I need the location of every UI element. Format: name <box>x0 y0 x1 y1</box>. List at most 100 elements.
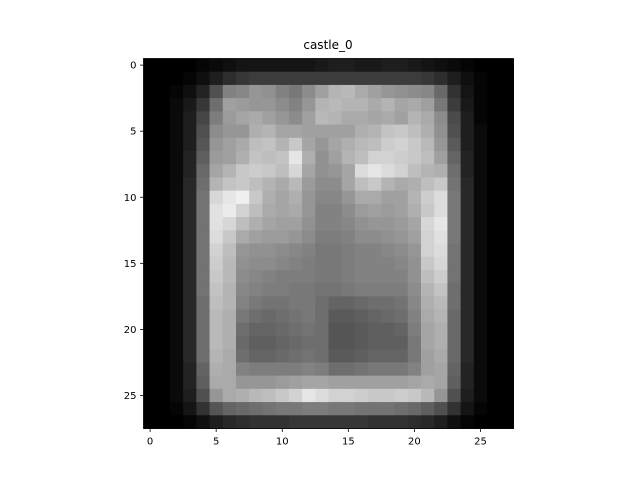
heatmap-cell <box>315 164 329 178</box>
heatmap-cell <box>156 322 171 337</box>
heatmap-cell <box>434 58 448 73</box>
heatmap-cell <box>354 283 369 297</box>
heatmap-cell <box>368 71 382 86</box>
heatmap-cell <box>183 388 197 403</box>
heatmap-cell <box>169 322 184 337</box>
heatmap-cell <box>196 349 210 363</box>
heatmap-cell <box>381 124 395 139</box>
heatmap-cell <box>183 322 197 337</box>
heatmap-cell <box>222 243 237 258</box>
heatmap-cell <box>222 58 237 73</box>
heatmap-cell <box>315 269 329 284</box>
heatmap-cell <box>288 124 303 139</box>
heatmap-cell <box>288 415 303 429</box>
heatmap-cell <box>275 177 290 192</box>
heatmap-cell <box>143 309 158 324</box>
heatmap-cell <box>473 336 488 350</box>
heatmap-cell <box>143 58 158 73</box>
heatmap-cell <box>143 190 158 205</box>
heatmap-cell <box>447 349 462 363</box>
heatmap-cell <box>249 217 263 231</box>
heatmap-cell <box>262 124 277 139</box>
heatmap-cell <box>196 375 210 390</box>
heatmap-cell <box>447 415 462 429</box>
heatmap-cell <box>447 151 462 165</box>
heatmap-cell <box>500 164 514 178</box>
heatmap-cell <box>209 402 224 416</box>
heatmap-cell <box>500 203 514 218</box>
heatmap-cell <box>262 296 277 310</box>
heatmap-cell <box>288 336 303 350</box>
y-tick-label: 10 <box>124 193 137 204</box>
heatmap-cell <box>143 269 158 284</box>
heatmap-cell <box>381 71 395 86</box>
heatmap-cell <box>381 388 395 403</box>
heatmap-cell <box>236 217 250 231</box>
heatmap-cell <box>275 388 290 403</box>
heatmap-cell <box>500 388 514 403</box>
heatmap-cell <box>249 243 263 258</box>
heatmap-cell <box>394 402 409 416</box>
heatmap-cell <box>354 137 369 152</box>
heatmap-cell <box>183 296 197 310</box>
heatmap-cell <box>262 283 277 297</box>
heatmap-cell <box>315 283 329 297</box>
heatmap-cell <box>315 296 329 310</box>
heatmap-cell <box>143 164 158 178</box>
heatmap-cell <box>236 375 250 390</box>
heatmap-cell <box>354 388 369 403</box>
heatmap-cell <box>421 151 435 165</box>
heatmap-cell <box>368 124 382 139</box>
heatmap-cell <box>368 296 382 310</box>
heatmap-cell <box>315 203 329 218</box>
heatmap-cell <box>156 243 171 258</box>
heatmap-cell <box>143 230 158 244</box>
heatmap-cell <box>434 256 448 271</box>
heatmap-cell <box>156 190 171 205</box>
heatmap-cell <box>262 203 277 218</box>
heatmap-cell <box>302 243 316 258</box>
heatmap-cell <box>156 230 171 244</box>
heatmap-cell <box>143 283 158 297</box>
heatmap-cell <box>500 71 514 86</box>
heatmap-cell <box>447 230 462 244</box>
heatmap-cell <box>288 322 303 337</box>
heatmap-cell <box>460 402 475 416</box>
heatmap-cell <box>487 362 501 377</box>
heatmap-cell <box>460 415 475 429</box>
heatmap-cell <box>169 124 184 139</box>
heatmap-cell <box>143 137 158 152</box>
heatmap-cell <box>196 84 210 99</box>
heatmap-cell <box>169 164 184 178</box>
heatmap-cell <box>236 283 250 297</box>
heatmap-cell <box>288 137 303 152</box>
heatmap-cell <box>354 151 369 165</box>
heatmap-cell <box>460 296 475 310</box>
heatmap-cell <box>156 177 171 192</box>
heatmap-cell <box>487 217 501 231</box>
heatmap-cell <box>368 243 382 258</box>
heatmap-cell <box>407 124 422 139</box>
heatmap-cell <box>183 269 197 284</box>
heatmap-cell <box>381 415 395 429</box>
heatmap-cell <box>262 71 277 86</box>
heatmap-cell <box>262 402 277 416</box>
heatmap-cell <box>341 388 356 403</box>
heatmap-cell <box>156 98 171 112</box>
heatmap-cell <box>169 230 184 244</box>
heatmap-cell <box>421 243 435 258</box>
heatmap-cell <box>341 164 356 178</box>
heatmap-cell <box>222 283 237 297</box>
heatmap-cell <box>368 388 382 403</box>
heatmap-cell <box>169 269 184 284</box>
heatmap-cell <box>302 137 316 152</box>
heatmap-cell <box>262 151 277 165</box>
heatmap-cell <box>473 98 488 112</box>
heatmap-cell <box>447 322 462 337</box>
heatmap-cell <box>196 71 210 86</box>
plot-frame <box>143 58 514 429</box>
heatmap-cell <box>222 164 237 178</box>
heatmap-cell <box>473 203 488 218</box>
heatmap-cell <box>249 336 263 350</box>
heatmap-cell <box>434 415 448 429</box>
